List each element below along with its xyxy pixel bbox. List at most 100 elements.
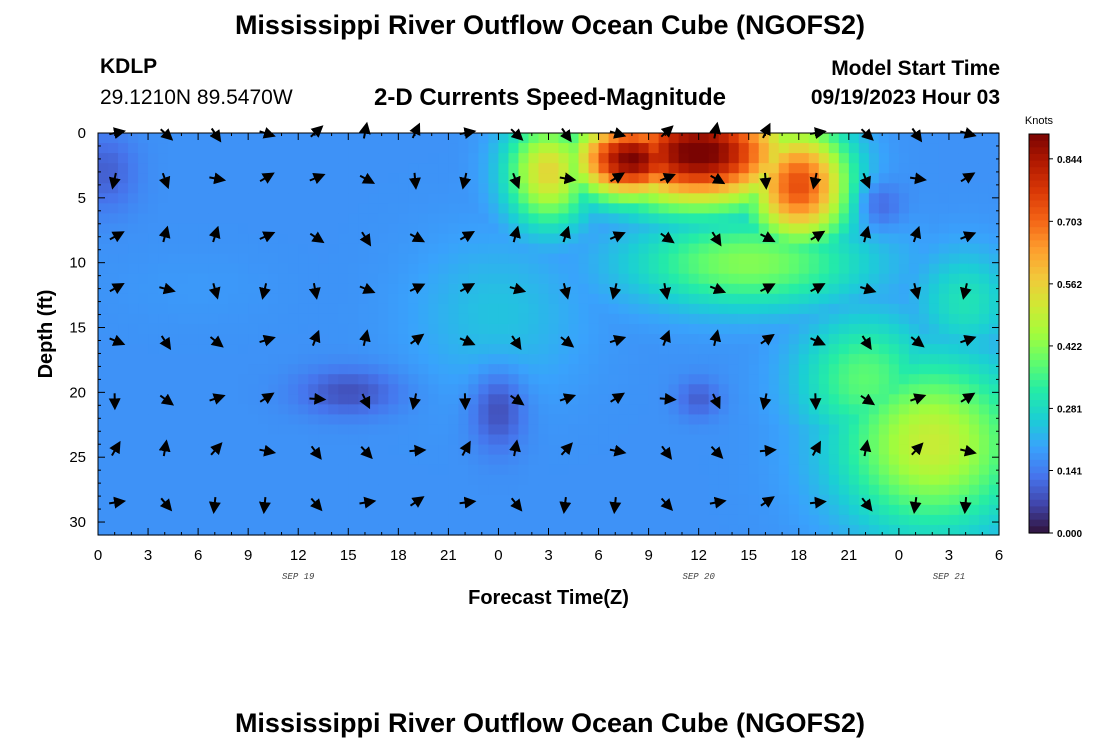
heatmap-cell — [648, 293, 660, 305]
heatmap-cell — [208, 243, 219, 255]
heatmap-cell — [928, 404, 940, 415]
heatmap-cell — [118, 263, 129, 275]
heatmap-cell — [578, 354, 590, 365]
colorbar-segment — [1029, 180, 1049, 188]
heatmap-cell — [468, 524, 480, 536]
heatmap-cell — [748, 193, 760, 204]
heatmap-cell — [498, 163, 510, 174]
heatmap-cell — [398, 143, 409, 154]
heatmap-cell — [228, 313, 239, 325]
heatmap-cell — [908, 344, 920, 355]
heatmap-cell — [108, 364, 119, 375]
heatmap-cell — [668, 193, 680, 204]
heatmap-cell — [328, 454, 339, 466]
heatmap-cell — [288, 263, 299, 275]
heatmap-cell — [148, 344, 159, 355]
heatmap-cell — [898, 233, 910, 245]
heatmap-cell — [238, 303, 249, 315]
heatmap-cell — [338, 394, 349, 405]
heatmap-cell — [748, 213, 760, 225]
heatmap-cell — [268, 474, 279, 486]
heatmap-cell — [448, 464, 459, 476]
heatmap-cell — [588, 233, 600, 245]
heatmap-cell — [308, 354, 319, 365]
current-vector — [259, 172, 275, 184]
heatmap-cell — [528, 494, 540, 506]
heatmap-cell — [648, 504, 660, 516]
heatmap-cell — [718, 374, 730, 385]
heatmap-cell — [368, 524, 379, 536]
heatmap-cell — [518, 223, 530, 235]
heatmap-cell — [298, 524, 309, 536]
heatmap-cell — [128, 303, 139, 315]
heatmap-cell — [818, 223, 830, 235]
heatmap-cell — [678, 434, 690, 446]
heatmap-cell — [678, 354, 690, 365]
heatmap-cell — [698, 193, 710, 204]
heatmap-cell — [858, 454, 870, 466]
heatmap-cell — [608, 484, 620, 496]
heatmap-cell — [978, 344, 990, 355]
current-vector — [459, 230, 475, 243]
heatmap-cell — [438, 273, 449, 285]
heatmap-cell — [798, 273, 810, 285]
heatmap-cell — [958, 354, 970, 365]
heatmap-cell — [568, 404, 580, 415]
heatmap-cell — [628, 143, 640, 154]
heatmap-cell — [278, 233, 289, 245]
heatmap-cell — [148, 364, 159, 375]
heatmap-cell — [988, 484, 1000, 496]
heatmap-cell — [448, 394, 459, 405]
heatmap-cell — [918, 303, 930, 315]
heatmap-cell — [108, 193, 119, 204]
heatmap-cell — [778, 504, 790, 516]
heatmap-cell — [448, 434, 459, 446]
heatmap-cell — [228, 133, 239, 144]
colorbar-segment — [1029, 147, 1049, 155]
heatmap-cell — [978, 173, 990, 184]
heatmap-cell — [98, 243, 109, 255]
heatmap-cell — [338, 303, 349, 315]
colorbar-segment — [1029, 313, 1049, 321]
heatmap-cell — [518, 524, 530, 536]
heatmap-cell — [138, 344, 149, 355]
heatmap-cell — [198, 153, 209, 164]
heatmap-cell — [668, 404, 680, 415]
heatmap-cell — [958, 273, 970, 285]
heatmap-cell — [728, 213, 740, 225]
heatmap-cell — [928, 494, 940, 506]
heatmap-cell — [508, 414, 520, 426]
heatmap-cell — [308, 193, 319, 204]
heatmap-cell — [198, 394, 209, 405]
current-vector — [259, 444, 277, 457]
heatmap-cell — [318, 273, 329, 285]
heatmap-cell — [368, 474, 379, 486]
heatmap-cell — [318, 323, 329, 335]
current-vector — [659, 173, 676, 185]
heatmap-cell — [928, 414, 940, 426]
heatmap-cell — [378, 293, 389, 305]
heatmap-cell — [618, 293, 630, 305]
current-vector — [910, 442, 924, 456]
heatmap-cell — [378, 223, 389, 235]
heatmap-cell — [328, 313, 339, 325]
heatmap-cell — [428, 203, 439, 214]
heatmap-cell — [678, 494, 690, 506]
heatmap-cell — [588, 404, 600, 415]
heatmap-cell — [808, 223, 820, 235]
current-vector — [860, 393, 876, 406]
heatmap-cell — [568, 344, 580, 355]
heatmap-cell — [818, 143, 830, 154]
heatmap-cell — [268, 283, 279, 295]
heatmap-cell — [248, 394, 259, 405]
heatmap-cell — [968, 303, 980, 315]
heatmap-cell — [768, 494, 780, 506]
heatmap-cell — [278, 484, 289, 496]
heatmap-cell — [848, 193, 860, 204]
heatmap-cell — [438, 364, 449, 375]
heatmap-cell — [818, 404, 830, 415]
x-tick-label: 9 — [644, 547, 652, 564]
heatmap-cell — [438, 504, 449, 516]
heatmap-cell — [588, 213, 600, 225]
model-start-time: 09/19/2023 Hour 03 — [810, 86, 1000, 109]
